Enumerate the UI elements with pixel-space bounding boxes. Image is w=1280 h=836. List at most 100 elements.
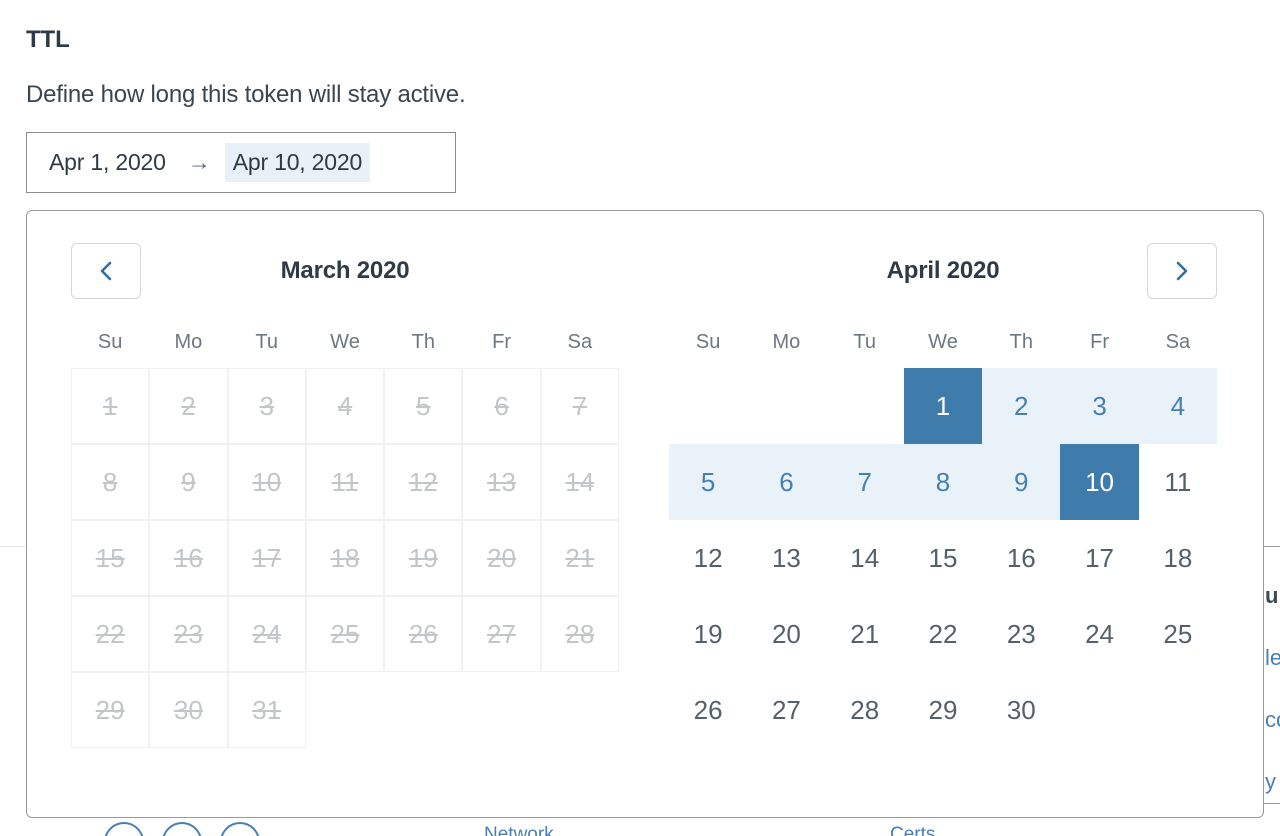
side-card-fragment-3[interactable]: co [1265, 707, 1280, 732]
day-cell-10: 10 [227, 444, 306, 520]
day-cell-9[interactable]: 9 [982, 444, 1061, 520]
day-cell-27: 27 [462, 596, 541, 672]
step-dot-3[interactable] [220, 822, 260, 836]
day-cell-22[interactable]: 22 [928, 618, 958, 649]
day-cell-29: 29 [71, 672, 150, 748]
day-cell-4[interactable]: 4 [1138, 368, 1217, 444]
day-cell-12: 12 [384, 444, 463, 520]
date-range-input[interactable]: Apr 1, 2020 → Apr 10, 2020 [26, 132, 456, 193]
day-cell-19: 19 [384, 520, 463, 596]
day-cell-7[interactable]: 7 [825, 444, 904, 520]
day-cell-empty [1139, 672, 1217, 748]
day-cell-20: 20 [462, 520, 541, 596]
weekday-label-tu: Tu [255, 331, 278, 353]
weekday-label-su: Su [97, 331, 123, 353]
day-cell-2: 2 [149, 368, 228, 444]
day-cell-1: 1 [71, 368, 150, 444]
day-cell-2[interactable]: 2 [982, 368, 1061, 444]
day-cell-17: 17 [227, 520, 306, 596]
weekday-label-we: We [330, 331, 360, 353]
day-cell-16[interactable]: 16 [1006, 542, 1036, 573]
day-cell-8: 8 [71, 444, 150, 520]
month-title-left: March 2020 [280, 257, 410, 284]
day-cell-6: 6 [462, 368, 541, 444]
day-cell-30: 30 [149, 672, 228, 748]
day-cell-8[interactable]: 8 [903, 444, 983, 520]
day-cell-empty [541, 672, 619, 748]
day-cell-24[interactable]: 24 [1085, 618, 1115, 649]
day-cell-25[interactable]: 25 [1163, 618, 1193, 649]
weekday-label-sa: Sa [567, 331, 593, 353]
day-cell-21[interactable]: 21 [850, 618, 880, 649]
day-cell-15: 15 [71, 520, 150, 596]
weekday-label-th: Th [1009, 331, 1033, 353]
range-start-field[interactable]: Apr 1, 2020 [49, 149, 166, 175]
day-cell-14[interactable]: 14 [850, 542, 880, 573]
chevron-left-icon [96, 259, 116, 283]
day-cell-23[interactable]: 23 [1006, 618, 1036, 649]
day-cell-5[interactable]: 5 [669, 444, 748, 520]
day-cell-3: 3 [227, 368, 306, 444]
weekday-label-mo: Mo [174, 331, 203, 353]
day-cell-30[interactable]: 30 [1006, 694, 1036, 725]
weekday-header-right: Su Mo Tu We Th Fr Sa [669, 331, 1217, 368]
page-title: TTL [26, 26, 70, 53]
day-cell-17[interactable]: 17 [1085, 542, 1115, 573]
weekday-label-we: We [928, 331, 958, 353]
day-cell-27[interactable]: 27 [771, 694, 801, 725]
footer-label-network[interactable]: Network [484, 824, 554, 836]
day-cell-24: 24 [227, 596, 306, 672]
section-description: Define how long this token will stay act… [26, 81, 466, 108]
day-cell-7: 7 [540, 368, 619, 444]
nav-spacer-left [549, 243, 619, 299]
range-end-field[interactable]: Apr 10, 2020 [224, 143, 371, 182]
weekday-label-mo: Mo [772, 331, 801, 353]
day-cell-19[interactable]: 19 [693, 618, 723, 649]
day-cell-1[interactable]: 1 [903, 368, 983, 444]
day-cell-29[interactable]: 29 [928, 694, 958, 725]
step-dot-2[interactable] [162, 822, 202, 836]
prev-month-button[interactable] [71, 243, 141, 299]
arrow-right-icon: → [187, 149, 211, 175]
step-dot-1[interactable] [104, 822, 144, 836]
weekday-label-fr: Fr [1090, 331, 1109, 353]
weekday-label-tu: Tu [853, 331, 876, 353]
day-cell-11[interactable]: 11 [1164, 466, 1192, 497]
day-cell-empty [826, 368, 904, 444]
day-cell-20[interactable]: 20 [771, 618, 801, 649]
calendar-months: March 2020 Su Mo Tu We Th Fr Sa 1 2 3 4 5 6 7 8 9 10 11 1… [27, 211, 1263, 748]
day-cell-13[interactable]: 13 [771, 542, 801, 573]
day-cell-26[interactable]: 26 [693, 694, 723, 725]
calendar-month-right: April 2020 Su Mo Tu We Th Fr Sa 1 2 3 4 5 6 7 8 9 10 11 1… [669, 243, 1217, 748]
day-cell-23: 23 [149, 596, 228, 672]
day-cell-16: 16 [149, 520, 228, 596]
day-cell-12[interactable]: 12 [693, 542, 723, 573]
day-cell-empty [462, 672, 540, 748]
day-cell-3[interactable]: 3 [1060, 368, 1139, 444]
day-cell-5: 5 [384, 368, 463, 444]
day-cell-9: 9 [149, 444, 228, 520]
day-cell-empty [669, 368, 747, 444]
day-cell-28[interactable]: 28 [850, 694, 880, 725]
weekday-label-su: Su [695, 331, 721, 353]
day-cell-10[interactable]: 10 [1060, 444, 1139, 520]
day-grid-left: 1 2 3 4 5 6 7 8 9 10 11 12 13 14 15 16 17 18 19 20 21 22 23 24 2… [71, 368, 619, 748]
day-cell-18[interactable]: 18 [1163, 542, 1193, 573]
day-cell-empty [1060, 672, 1138, 748]
wizard-step-indicators [104, 822, 260, 836]
day-cell-empty [384, 672, 462, 748]
footer-label-certs[interactable]: Certs [890, 824, 936, 836]
day-cell-6[interactable]: 6 [747, 444, 826, 520]
side-card-fragment-4[interactable]: y [1265, 769, 1276, 794]
next-month-button[interactable] [1147, 243, 1217, 299]
calendar-dropdown-panel: March 2020 Su Mo Tu We Th Fr Sa 1 2 3 4 5 6 7 8 9 10 11 1… [26, 210, 1264, 818]
day-cell-11: 11 [305, 444, 385, 520]
day-cell-13: 13 [462, 444, 541, 520]
day-cell-21: 21 [540, 520, 619, 596]
weekday-label-sa: Sa [1165, 331, 1191, 353]
day-cell-25: 25 [305, 596, 385, 672]
day-cell-empty [306, 672, 384, 748]
day-cell-15[interactable]: 15 [928, 542, 958, 573]
side-card-fragment-2[interactable]: le [1265, 645, 1280, 670]
